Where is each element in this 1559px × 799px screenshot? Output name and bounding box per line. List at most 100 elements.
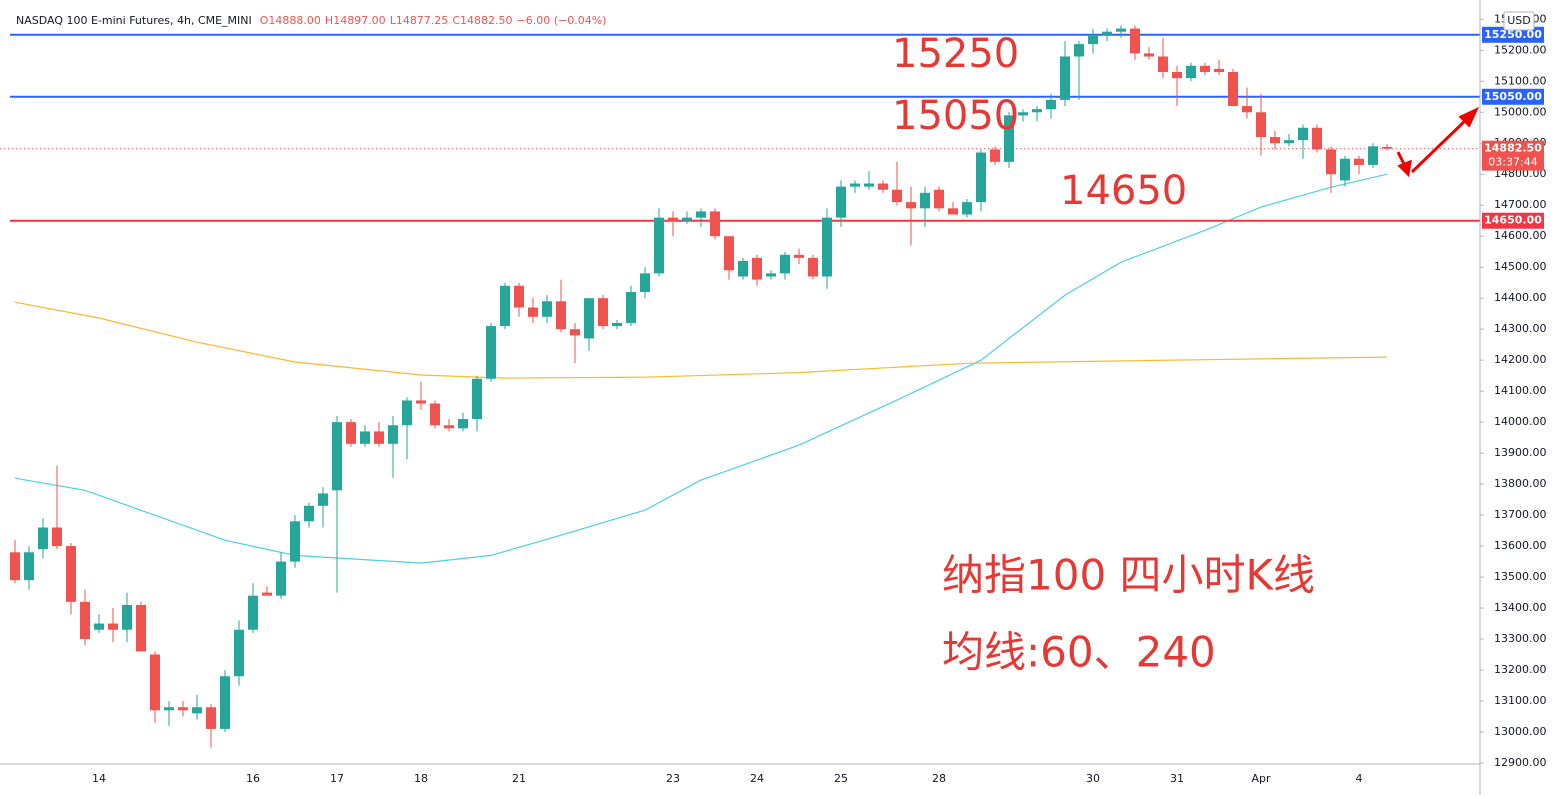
candle-body xyxy=(52,527,62,547)
candle-body xyxy=(24,552,34,581)
candle-body xyxy=(514,285,524,308)
candle-body xyxy=(808,257,818,277)
close: C14882.50 xyxy=(452,14,512,27)
candle-body xyxy=(1158,56,1168,72)
x-tick-label: 30 xyxy=(1086,772,1100,785)
candle-body xyxy=(1326,149,1336,175)
arrow xyxy=(1410,116,1470,174)
candle-body xyxy=(1242,106,1252,113)
candle-body xyxy=(556,301,566,330)
candle-body xyxy=(402,400,412,426)
candle-body xyxy=(122,604,132,630)
candle-body xyxy=(164,707,174,711)
candle-body xyxy=(1368,146,1378,165)
x-tick-label: Apr xyxy=(1251,772,1271,785)
countdown: 03:37:44 xyxy=(1488,156,1537,169)
candle-body xyxy=(584,298,594,339)
change: −6.00 (−0.04%) xyxy=(516,14,606,27)
candle-body xyxy=(1186,65,1196,79)
candle-body xyxy=(668,217,678,221)
x-tick-label: 4 xyxy=(1356,772,1363,785)
candle-body xyxy=(1354,158,1364,165)
candle-body xyxy=(150,654,160,711)
candle-body xyxy=(836,186,846,218)
candle-body xyxy=(304,505,314,522)
candle-body xyxy=(724,236,734,271)
candle-body xyxy=(472,378,482,420)
annotation: 均线:60、240 xyxy=(942,628,1216,677)
y-tick-label: 14700.00 xyxy=(1494,198,1547,211)
candle-body xyxy=(234,629,244,677)
moving-average xyxy=(14,301,1388,379)
candle-body xyxy=(1172,71,1182,79)
candle-body xyxy=(66,546,76,602)
candle-body xyxy=(864,183,874,187)
candle-body xyxy=(276,561,286,596)
x-tick-label: 23 xyxy=(666,772,680,785)
candle-body xyxy=(920,192,930,209)
open: O14888.00 xyxy=(260,14,321,27)
y-tick-label: 13200.00 xyxy=(1494,663,1547,676)
candle-body xyxy=(892,189,902,203)
candle-body xyxy=(1340,158,1350,181)
candle-body xyxy=(318,493,328,506)
candle-body xyxy=(94,623,104,630)
candle-body xyxy=(682,217,692,221)
candle-body xyxy=(1004,115,1014,162)
header: NASDAQ 100 E-mini Futures, 4h, CME_MINI O… xyxy=(16,14,606,27)
candle-body xyxy=(1228,71,1238,107)
y-tick-label: 13600.00 xyxy=(1494,539,1547,552)
level-label-box xyxy=(1482,212,1544,229)
candle-body xyxy=(1102,31,1112,35)
candle-body xyxy=(542,301,552,317)
annotation: 15250 xyxy=(892,31,1019,77)
candle-body xyxy=(178,707,188,711)
y-tick-label: 14300.00 xyxy=(1494,322,1547,335)
low: L14877.25 xyxy=(390,14,449,27)
candle-body xyxy=(290,521,300,562)
candle-body xyxy=(458,419,468,429)
candle-body xyxy=(416,400,426,404)
candle-body xyxy=(1116,28,1126,32)
candle-body xyxy=(1298,127,1308,141)
y-tick-label: 15000.00 xyxy=(1494,105,1547,118)
candle-body xyxy=(1060,56,1070,100)
candle-body xyxy=(738,261,748,277)
candle-body xyxy=(612,322,622,327)
candle-body xyxy=(1382,146,1392,149)
candle-body xyxy=(710,211,720,237)
x-tick-label: 16 xyxy=(246,772,260,785)
candle-body xyxy=(822,217,832,277)
candle-body xyxy=(332,422,342,491)
y-tick-label: 15100.00 xyxy=(1494,74,1547,87)
candle-body xyxy=(1088,34,1098,45)
y-tick-label: 12900.00 xyxy=(1494,756,1547,769)
moving-average xyxy=(14,173,1388,564)
candle-body xyxy=(38,527,48,550)
candle-body xyxy=(794,254,804,258)
candle-body xyxy=(1284,140,1294,144)
candle-body xyxy=(136,604,146,652)
symbol-title: NASDAQ 100 E-mini Futures, 4h, CME_MINI xyxy=(16,14,252,27)
level-label: 15050.00 xyxy=(1484,90,1542,103)
candle-body xyxy=(360,431,370,444)
candle-body xyxy=(430,403,440,426)
candle-body xyxy=(206,707,216,729)
candle-body xyxy=(528,307,538,317)
candle-body xyxy=(108,623,118,630)
candle-body xyxy=(640,273,650,292)
candle-body xyxy=(1130,28,1140,54)
candle-body xyxy=(934,189,944,209)
candle-body xyxy=(1270,137,1280,144)
candle-body xyxy=(850,183,860,187)
candle-body xyxy=(486,326,496,379)
candle-body xyxy=(10,552,20,581)
candle-body xyxy=(962,202,972,215)
plot-area xyxy=(0,25,1480,748)
candle-body xyxy=(1046,99,1056,110)
candle-body xyxy=(388,425,398,444)
candle-body xyxy=(878,183,888,190)
last-price-label: 14882.50 xyxy=(1484,142,1542,155)
arrow-head xyxy=(1458,106,1480,128)
